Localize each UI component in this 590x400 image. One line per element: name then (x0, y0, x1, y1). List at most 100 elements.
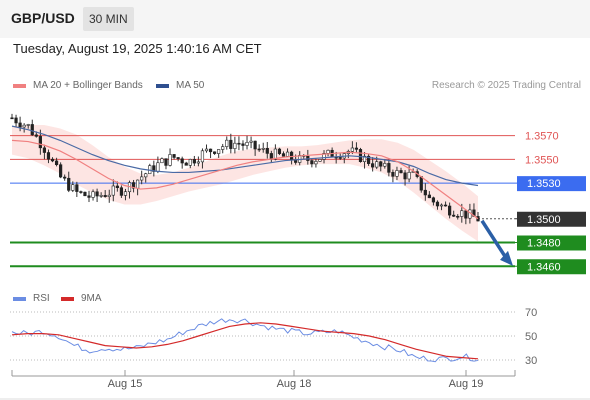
candle-body (399, 170, 403, 174)
candle-body (140, 176, 144, 181)
candle-body (318, 159, 322, 162)
candle-body (253, 140, 257, 150)
candle-body (338, 157, 342, 159)
legend-ma20-label: MA 20 + Bollinger Bands (33, 80, 143, 91)
candle-body (452, 214, 456, 217)
candle-body (196, 161, 201, 164)
candle-body (34, 134, 38, 137)
level-label-1.3550: 1.3550 (525, 154, 559, 166)
candle-body (83, 191, 87, 197)
candle-body (225, 139, 229, 147)
candle-body (245, 142, 249, 146)
projection-arrow-shaft (480, 219, 508, 259)
candle-body (152, 165, 156, 172)
candle-body (326, 149, 330, 154)
candle-body (156, 162, 160, 172)
level-tag-1.3530 (517, 176, 586, 192)
legend-rsi: RSI (13, 293, 50, 304)
candle-body (63, 176, 67, 179)
candle-body (71, 184, 75, 191)
candle-body (176, 157, 180, 160)
candle-body (407, 172, 411, 180)
x-tick-label: Aug 15 (108, 378, 143, 390)
candle-body (443, 204, 448, 207)
ma50-swatch (156, 83, 169, 88)
candle-body (456, 215, 460, 218)
candle-body (439, 204, 444, 207)
candle-body (391, 172, 395, 177)
candle-body (379, 161, 383, 167)
candle-body (46, 152, 51, 160)
level-tag-label-1.3460: 1.3460 (527, 261, 561, 273)
candle-body (164, 158, 168, 166)
candle-body (50, 158, 55, 162)
timeframe-button[interactable]: 30 MIN (83, 7, 134, 31)
ma50-line (11, 125, 479, 187)
candle-body (257, 148, 261, 151)
candle-body (350, 147, 354, 152)
candle-body (91, 191, 95, 198)
candle-body (26, 124, 30, 126)
legend-rsi-ma: 9MA (61, 293, 102, 304)
level-tag-1.3480 (517, 235, 586, 251)
candle-body (208, 148, 213, 153)
x-tick-label: Aug 18 (277, 378, 312, 390)
candle-body (310, 160, 314, 165)
pair-title: GBP/USD (11, 10, 75, 26)
candle-body (358, 149, 363, 162)
candle-body (314, 161, 318, 165)
candle-body (67, 177, 71, 191)
candle-body (95, 191, 99, 197)
candle-body (403, 172, 407, 180)
candle-body (419, 176, 423, 191)
candle-body (375, 161, 379, 168)
candle-body (75, 184, 79, 192)
legend-ma50: MA 50 (156, 80, 204, 91)
candle-body (464, 210, 468, 219)
level-tag-1.3460 (517, 259, 586, 275)
candle-body (204, 148, 209, 152)
rsi-ma-swatch (61, 296, 74, 301)
candle-body (221, 146, 225, 150)
level-tag-label-1.3480: 1.3480 (527, 238, 561, 250)
candle-body (241, 143, 245, 146)
candle-body (172, 154, 176, 158)
candle-body (22, 124, 26, 128)
rsi-tick-label: 30 (525, 355, 537, 367)
candle-body (144, 173, 148, 178)
candle-body (448, 205, 452, 216)
candle-body (366, 155, 371, 164)
candle-body (38, 136, 42, 149)
candle-body (18, 122, 22, 128)
candle-body (59, 164, 63, 178)
candle-body (213, 151, 217, 154)
candle-body (99, 195, 103, 197)
timestamp: Tuesday, August 19, 2025 1:40:16 AM CET (13, 41, 262, 56)
candle-body (273, 148, 277, 160)
candle-body (277, 148, 282, 154)
rsi-line (11, 318, 479, 363)
legend-ma20: MA 20 + Bollinger Bands (13, 80, 143, 91)
top-bar: GBP/USD 30 MIN (0, 0, 590, 38)
candle-body (111, 185, 115, 196)
candle-body (160, 158, 164, 164)
candle-body (383, 163, 387, 167)
candle-body (42, 147, 47, 153)
candle-body (79, 191, 83, 193)
research-credit: Research © 2025 Trading Central (431, 80, 581, 91)
ma20-line (11, 139, 479, 220)
candle-body (131, 182, 136, 189)
candle-body (460, 210, 464, 217)
level-tag-label-1.3500: 1.3500 (527, 214, 561, 226)
candle-body (423, 189, 427, 196)
candle-body (427, 194, 431, 199)
candle-body (387, 163, 391, 173)
candle-body (103, 195, 107, 198)
rsi-tick-label: 70 (525, 307, 537, 319)
candle-body (192, 159, 196, 164)
candle-body (87, 195, 91, 198)
projection-arrow-head (500, 250, 513, 266)
candle-body (14, 117, 18, 124)
candle-body (431, 197, 436, 203)
